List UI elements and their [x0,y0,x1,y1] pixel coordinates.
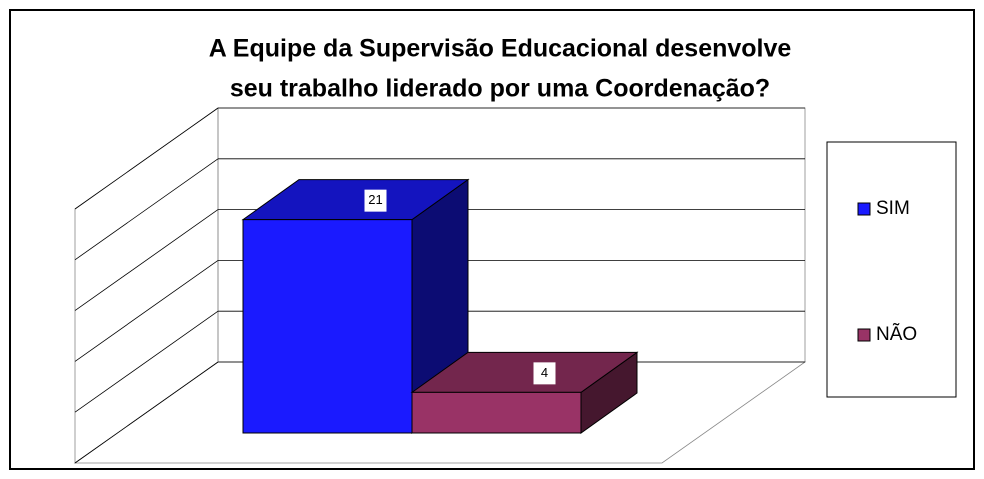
data-label: 21 [368,192,382,207]
data-label-bg [533,362,556,385]
grid-line [74,310,219,413]
data-label-bg [364,189,387,212]
bar [411,391,582,434]
grid-line [74,361,219,464]
legend-label: NÃO [876,323,917,345]
bar [242,219,413,434]
grid-line [74,158,219,261]
legend-swatch [857,328,871,342]
legend-box [826,141,957,398]
legend-swatch [857,202,871,216]
grid-line [74,260,219,362]
chart-title: A Equipe da Supervisão Educacional desen… [209,35,792,63]
legend-label: SIM [876,198,910,219]
chart-title: seu trabalho liderado por uma Coordenaçã… [230,75,770,103]
data-label: 4 [541,365,548,380]
grid-line [74,209,219,311]
grid-line [74,107,219,210]
